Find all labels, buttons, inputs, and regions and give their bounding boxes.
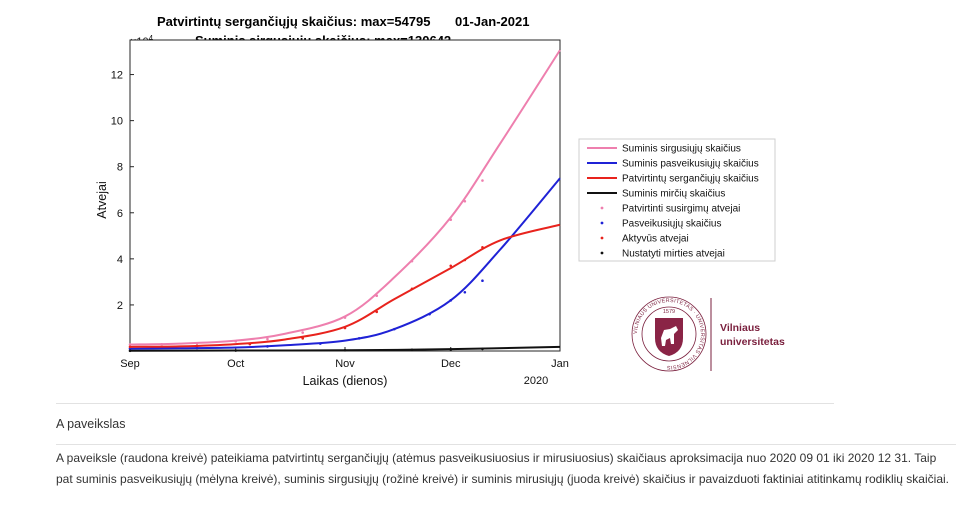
legend-entry-label: Nustatyti mirties atvejai bbox=[622, 249, 725, 260]
y-tick-label: 10 bbox=[111, 116, 123, 128]
data-point-2 bbox=[463, 258, 467, 262]
data-point-1 bbox=[481, 279, 484, 283]
data-point-0 bbox=[128, 343, 132, 346]
data-point-1 bbox=[357, 337, 361, 340]
series-line-0 bbox=[129, 49, 561, 346]
legend-entry-label: Patvirtintų sergančiųjų skaičius bbox=[622, 174, 759, 185]
logo-inner-ring bbox=[641, 306, 697, 362]
x-tick-label: Sep bbox=[120, 358, 140, 370]
legend-entry-label: Pasveikusiųjų skaičius bbox=[622, 219, 722, 230]
legend-entry-label: Patvirtinti susirgimų atvejai bbox=[622, 204, 740, 215]
data-point-0 bbox=[266, 337, 269, 341]
data-point-1 bbox=[428, 312, 431, 316]
y-tick-label: 2 bbox=[117, 300, 123, 312]
chart-title-line1: Patvirtintų sergančiųjų skaičius: max=54… bbox=[157, 14, 431, 29]
data-point-2 bbox=[481, 246, 484, 249]
data-point-1 bbox=[449, 299, 453, 302]
data-point-0 bbox=[410, 259, 414, 263]
x-axis-label: Laikas (dienos) bbox=[303, 374, 388, 388]
axis-ticks: Sep Oct Nov Dec Jan 2 4 6 8 10 12 bbox=[111, 70, 569, 370]
legend-entry-label: Suminis pasveikusiųjų skaičius bbox=[622, 159, 759, 170]
legend-point-swatch bbox=[600, 251, 604, 255]
year-label: 2020 bbox=[524, 375, 548, 387]
plot-area bbox=[129, 39, 561, 352]
legend-entry-label: Suminis mirčių skaičius bbox=[622, 189, 725, 200]
series-line-1 bbox=[129, 177, 561, 350]
data-point-3 bbox=[128, 349, 132, 353]
data-point-1 bbox=[195, 346, 199, 350]
logo-name-line1: Vilniaus bbox=[720, 322, 760, 334]
legend: Suminis sirgusiųjų skaičius Suminis pasve… bbox=[578, 138, 776, 262]
data-point-1 bbox=[393, 327, 396, 331]
chart-figure: Patvirtintų sergančiųjų skaičius: max=54… bbox=[95, 14, 785, 388]
logo-name-line2: universitetas bbox=[720, 336, 785, 348]
legend-point-swatch bbox=[600, 236, 604, 240]
y-tick-label: 6 bbox=[117, 208, 123, 220]
data-point-0 bbox=[160, 343, 164, 346]
data-point-3 bbox=[481, 347, 484, 351]
data-point-0 bbox=[234, 340, 238, 343]
data-point-1 bbox=[463, 290, 467, 294]
data-point-0 bbox=[195, 342, 199, 345]
university-logo: VILNIAUS UNIVERSITETAS · UNIVERSITAS VIL… bbox=[631, 296, 785, 372]
y-tick-label: 4 bbox=[117, 254, 123, 266]
data-point-2 bbox=[301, 337, 305, 340]
chart-title-date: 01-Jan-2021 bbox=[455, 14, 529, 29]
data-point-0 bbox=[449, 218, 453, 221]
data-point-0 bbox=[301, 331, 305, 334]
data-point-2 bbox=[248, 342, 252, 346]
y-tick-label: 12 bbox=[111, 70, 123, 82]
figure-description: A paveiksle (raudona kreivė) pateikiama … bbox=[56, 444, 956, 490]
data-point-2 bbox=[449, 264, 453, 268]
data-point-0 bbox=[375, 294, 379, 298]
data-point-3 bbox=[410, 348, 414, 352]
x-tick-label: Dec bbox=[441, 358, 461, 370]
y-tick-label: 8 bbox=[117, 162, 123, 174]
legend-box bbox=[578, 138, 776, 262]
data-point-1 bbox=[266, 345, 269, 348]
data-point-0 bbox=[343, 316, 347, 319]
data-point-2 bbox=[410, 287, 414, 291]
y-axis-label: Atvejai bbox=[95, 181, 109, 219]
data-point-1 bbox=[319, 342, 322, 345]
data-point-2 bbox=[375, 310, 379, 314]
figure-caption: A paveikslas bbox=[56, 403, 834, 431]
x-tick-label: Nov bbox=[335, 358, 355, 370]
data-point-2 bbox=[343, 326, 347, 330]
horse-rider-icon bbox=[661, 326, 678, 346]
data-point-3 bbox=[234, 349, 238, 352]
logo-year: 1579 bbox=[663, 309, 675, 315]
data-point-3 bbox=[449, 348, 453, 351]
data-point-2 bbox=[128, 345, 132, 349]
plot-series bbox=[128, 49, 561, 353]
data-point-0 bbox=[463, 199, 467, 203]
data-point-0 bbox=[481, 179, 484, 182]
data-point-3 bbox=[343, 349, 347, 352]
legend-entry-label: Aktyvūs atvejai bbox=[622, 234, 689, 245]
x-tick-label: Oct bbox=[227, 358, 244, 370]
data-point-2 bbox=[195, 344, 199, 348]
legend-point-swatch bbox=[600, 221, 604, 225]
data-point-1 bbox=[128, 347, 132, 350]
x-tick-label: Jan bbox=[551, 358, 569, 370]
legend-point-swatch bbox=[600, 206, 604, 210]
logo-outer-ring bbox=[631, 296, 707, 372]
legend-entry-label: Suminis sirgusiųjų skaičius bbox=[622, 144, 741, 155]
